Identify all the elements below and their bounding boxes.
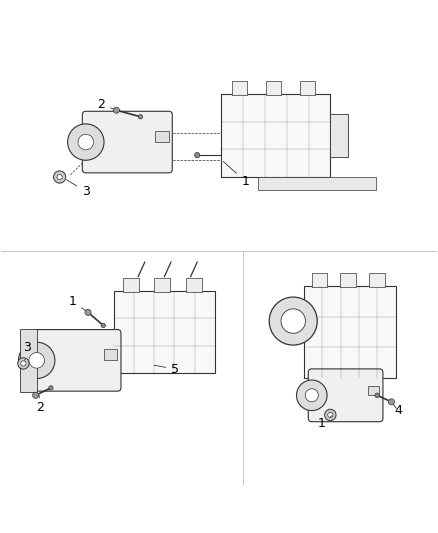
Bar (155, 278, 170, 292)
Circle shape (67, 124, 104, 160)
Circle shape (328, 413, 333, 417)
Circle shape (325, 409, 336, 421)
Text: 4: 4 (393, 404, 402, 417)
Circle shape (389, 399, 395, 405)
Bar (265, 82, 281, 95)
Text: 2: 2 (97, 98, 114, 110)
Bar (123, 278, 139, 292)
Circle shape (305, 389, 318, 402)
Text: 1: 1 (69, 295, 86, 311)
Circle shape (297, 380, 327, 410)
Circle shape (18, 358, 29, 369)
Circle shape (375, 393, 379, 398)
Circle shape (29, 352, 45, 368)
Bar (304, 286, 396, 378)
Circle shape (49, 386, 53, 390)
Circle shape (194, 152, 200, 158)
Bar (369, 273, 385, 287)
Circle shape (138, 115, 143, 119)
Bar (114, 290, 215, 374)
Bar (232, 82, 247, 95)
Bar (311, 273, 327, 287)
Circle shape (281, 309, 305, 333)
Bar (300, 82, 315, 95)
Text: 1: 1 (318, 416, 332, 430)
Circle shape (85, 309, 91, 316)
Text: 1: 1 (223, 161, 249, 188)
Circle shape (53, 171, 66, 183)
Bar (155, 131, 169, 142)
Bar (104, 350, 117, 360)
Bar (221, 94, 330, 177)
Circle shape (32, 392, 39, 398)
Bar (340, 273, 356, 287)
Bar (20, 329, 37, 392)
Circle shape (113, 107, 120, 113)
Circle shape (78, 134, 94, 150)
Circle shape (57, 174, 62, 180)
Circle shape (101, 323, 106, 328)
Bar (258, 177, 376, 190)
Bar (330, 114, 348, 157)
Bar (186, 278, 201, 292)
Text: 5: 5 (154, 362, 179, 376)
Circle shape (18, 342, 55, 378)
Bar (368, 386, 379, 395)
Circle shape (21, 361, 26, 366)
Circle shape (269, 297, 317, 345)
Text: 3: 3 (67, 180, 90, 198)
Text: 2: 2 (36, 395, 44, 414)
FancyBboxPatch shape (308, 369, 383, 422)
Text: 3: 3 (23, 341, 31, 360)
FancyBboxPatch shape (82, 111, 172, 173)
FancyBboxPatch shape (33, 329, 121, 391)
